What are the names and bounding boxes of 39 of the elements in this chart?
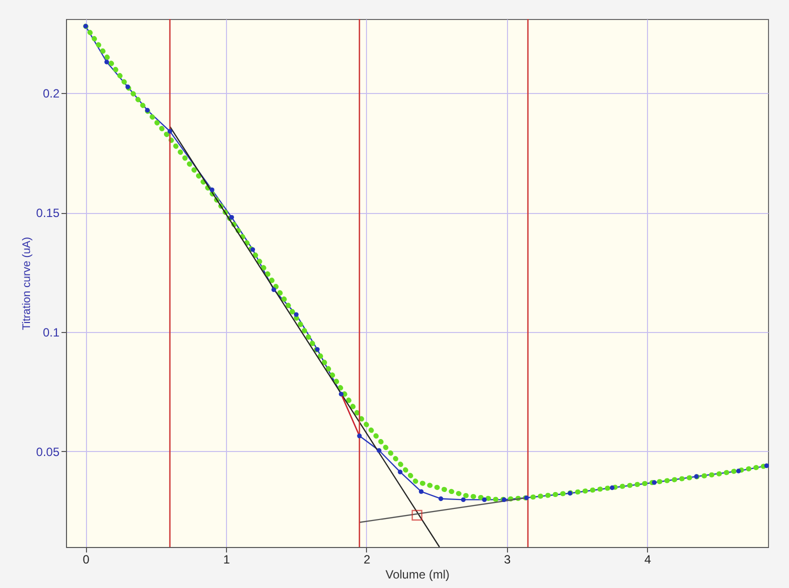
- x-tick-label: 3: [504, 552, 512, 566]
- x-axis-title: Volume (ml): [385, 568, 450, 582]
- point: [168, 128, 172, 134]
- point: [736, 468, 741, 474]
- point: [376, 448, 382, 453]
- point: [694, 474, 699, 479]
- x-tick-label: 0: [82, 552, 90, 566]
- point: [338, 392, 344, 396]
- y-axis-title: Titration curve (uA): [21, 236, 34, 330]
- point: [271, 287, 276, 292]
- point: [294, 312, 299, 317]
- point: [412, 510, 422, 521]
- point: [524, 495, 529, 500]
- point: [652, 480, 657, 485]
- point: [764, 463, 769, 468]
- point: [610, 485, 614, 490]
- point: [357, 434, 362, 438]
- point: [250, 247, 256, 252]
- point: [438, 496, 444, 502]
- point: [482, 497, 487, 502]
- point: [398, 470, 402, 474]
- y-tick-label: 0.05: [36, 444, 60, 459]
- point: [229, 214, 234, 220]
- x-tick-label: 4: [644, 552, 652, 566]
- y-tick-label: 0.1: [42, 325, 60, 340]
- point: [210, 187, 214, 192]
- point: [418, 489, 424, 494]
- point: [125, 84, 130, 90]
- x-tick-label: 1: [223, 552, 230, 566]
- point: [83, 24, 88, 29]
- y-tick-label: 0.2: [42, 86, 60, 101]
- point: [460, 497, 466, 502]
- point: [314, 347, 320, 352]
- point: [568, 490, 572, 496]
- point: [502, 497, 506, 502]
- point: [145, 108, 150, 113]
- y-tick-label: 0.15: [36, 206, 60, 220]
- x-tick-label: 2: [364, 552, 371, 566]
- point: [104, 60, 110, 64]
